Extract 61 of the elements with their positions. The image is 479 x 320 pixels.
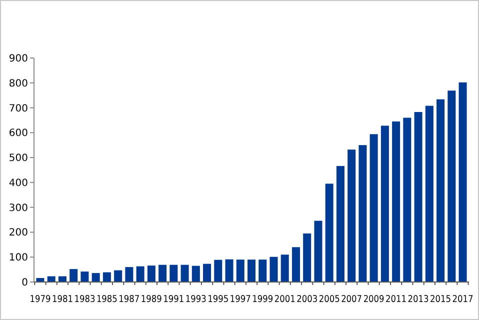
y-tick-label: 400 [8,178,28,189]
y-tick-label: 900 [8,54,28,64]
bar [147,266,156,282]
bar [292,247,300,282]
bar [80,272,89,282]
x-tick-label: 1997 [230,294,254,305]
y-tick-label: 800 [8,78,28,90]
y-tick-label: 0 [22,278,28,288]
y-tick-label: 200 [8,228,28,239]
bar [192,266,200,282]
bar [70,269,78,282]
bar [170,264,178,282]
bar [225,259,234,282]
bar [425,106,434,282]
y-tick-label: 300 [8,202,28,214]
x-tick-label: 1995 [208,294,232,305]
bar [236,260,244,282]
bar [258,260,267,282]
bar [247,260,256,282]
bar [325,184,334,282]
bar [214,260,222,282]
bar [280,254,289,282]
x-tick-label: 1991 [163,294,188,305]
y-tick-label: 600 [8,128,28,140]
x-tick-label: 1983 [74,294,98,305]
bar [336,166,344,282]
bar [380,126,389,282]
bar [303,233,312,282]
x-tick-label: 1989 [140,294,166,305]
bar [314,220,322,282]
x-tick-label: 2017 [452,294,476,305]
x-tick-label: 1999 [252,294,276,305]
x-tick-label: 2013 [408,294,432,305]
bar [92,273,100,282]
bar [458,82,467,282]
bar [436,99,445,282]
y-tick-label: 700 [8,103,28,114]
bar [370,134,378,282]
x-tick-label: 1987 [118,294,143,305]
bar [448,90,456,282]
bar [136,266,144,282]
bar [270,256,278,282]
x-tick-label: 1985 [96,294,121,305]
bar [403,118,412,282]
x-tick-label: 1993 [185,294,210,305]
bar [180,264,189,282]
bar [102,272,111,282]
bar [158,264,167,282]
x-tick-label: 1981 [52,294,76,305]
x-tick-label: 2003 [296,294,321,305]
bar [125,267,134,282]
bar [358,145,367,282]
bar [392,121,400,282]
x-tick-label: 1979 [30,294,54,305]
x-tick-label: 2007 [341,294,366,305]
bar [414,112,422,282]
bar [348,150,356,282]
y-tick-label: 100 [8,252,28,264]
bar [114,270,122,282]
y-tick-label: 500 [8,153,28,164]
bar [203,264,212,282]
